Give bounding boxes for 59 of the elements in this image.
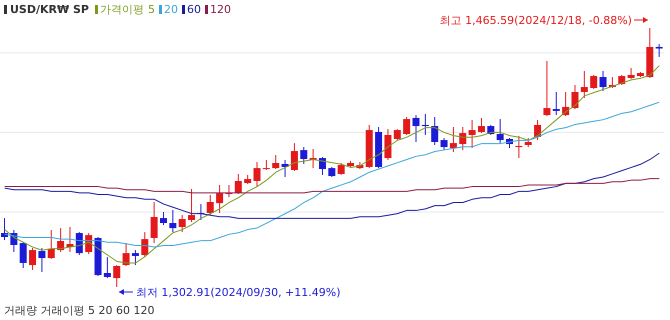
candlestick <box>132 250 139 266</box>
candlestick <box>318 156 326 176</box>
candlestick <box>328 166 336 178</box>
candlestick <box>412 114 420 142</box>
candlestick <box>76 232 83 256</box>
candlestick <box>188 188 196 223</box>
candlestick <box>234 173 242 195</box>
candlestick <box>38 248 46 273</box>
candlestick <box>590 74 598 90</box>
candlestick <box>580 70 588 99</box>
candlestick <box>206 194 214 216</box>
candlestick <box>262 159 270 170</box>
candlestick <box>524 137 532 148</box>
candlestick <box>338 162 345 176</box>
candlestick <box>552 91 560 116</box>
candlestick <box>150 202 158 244</box>
candlestick <box>48 230 55 260</box>
candlestick <box>169 209 176 233</box>
annotation: 최저 1,302.91(2024/09/30, +11.49%) <box>136 286 341 299</box>
candlestick <box>20 241 27 269</box>
candlestick <box>543 60 550 117</box>
candlestick <box>160 212 167 226</box>
candlestick <box>571 84 578 110</box>
candlestick <box>272 154 280 170</box>
candlestick <box>122 242 130 266</box>
chart-title: USD/KR₩ SP <box>9 3 89 16</box>
candlestick <box>431 116 438 146</box>
candlestick <box>450 126 457 153</box>
candlestick <box>618 74 626 86</box>
text: 5 <box>148 3 155 16</box>
legend-label: 120 <box>208 3 231 16</box>
candlestick <box>600 70 607 92</box>
candlestick <box>104 256 111 279</box>
candlestick <box>656 44 663 58</box>
candlestick <box>515 135 522 159</box>
candlestick <box>440 137 448 151</box>
candlestick <box>422 113 429 136</box>
legend-label: 20 <box>162 3 178 16</box>
candlestick <box>141 232 148 258</box>
candlestick <box>468 120 476 149</box>
candlestick <box>403 116 410 136</box>
candlestick <box>300 146 308 164</box>
candlestick <box>178 214 186 233</box>
candlestick <box>254 162 261 188</box>
candlestick <box>384 128 392 160</box>
candlestick <box>459 126 466 151</box>
candlestick <box>394 128 401 141</box>
text: 거래량 거래이평 5 20 60 120 <box>4 303 154 318</box>
candlestick <box>244 174 252 185</box>
text: 최고 1,465.59(2024/12/18, -0.88%) <box>440 14 632 27</box>
legend-label: 60 <box>186 3 201 16</box>
candlestick <box>496 118 504 144</box>
candlestick <box>628 67 635 80</box>
candlestick <box>216 184 224 214</box>
candlestick <box>113 264 120 287</box>
legend-title: 가격이평 <box>100 3 144 16</box>
candlestick <box>29 248 36 270</box>
candlestick <box>478 117 485 134</box>
candlestick <box>290 142 298 172</box>
